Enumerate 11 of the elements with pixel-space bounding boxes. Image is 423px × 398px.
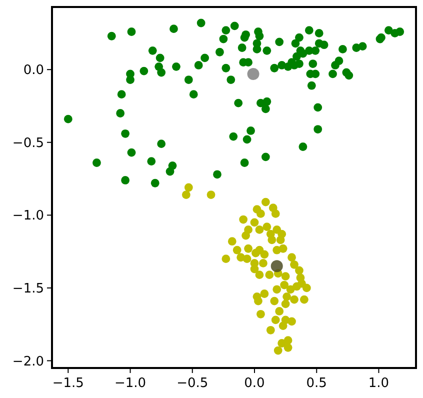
y-tick-label: −1.5 — [12, 281, 44, 296]
y-tick-label: −0.5 — [12, 136, 44, 151]
x-tick-label: 0.5 — [306, 376, 327, 391]
x-tick-label: −1.0 — [114, 376, 146, 391]
y-tick-label: −1.0 — [12, 208, 44, 224]
x-tick-label: −1.5 — [52, 376, 84, 391]
x-tick-label: 1.0 — [368, 376, 390, 391]
x-tick-label: 0.0 — [244, 376, 265, 391]
y-tick-label: −2.0 — [12, 354, 44, 370]
y-tick-label: 0.0 — [23, 63, 44, 78]
x-tick-label: −0.5 — [176, 376, 208, 391]
